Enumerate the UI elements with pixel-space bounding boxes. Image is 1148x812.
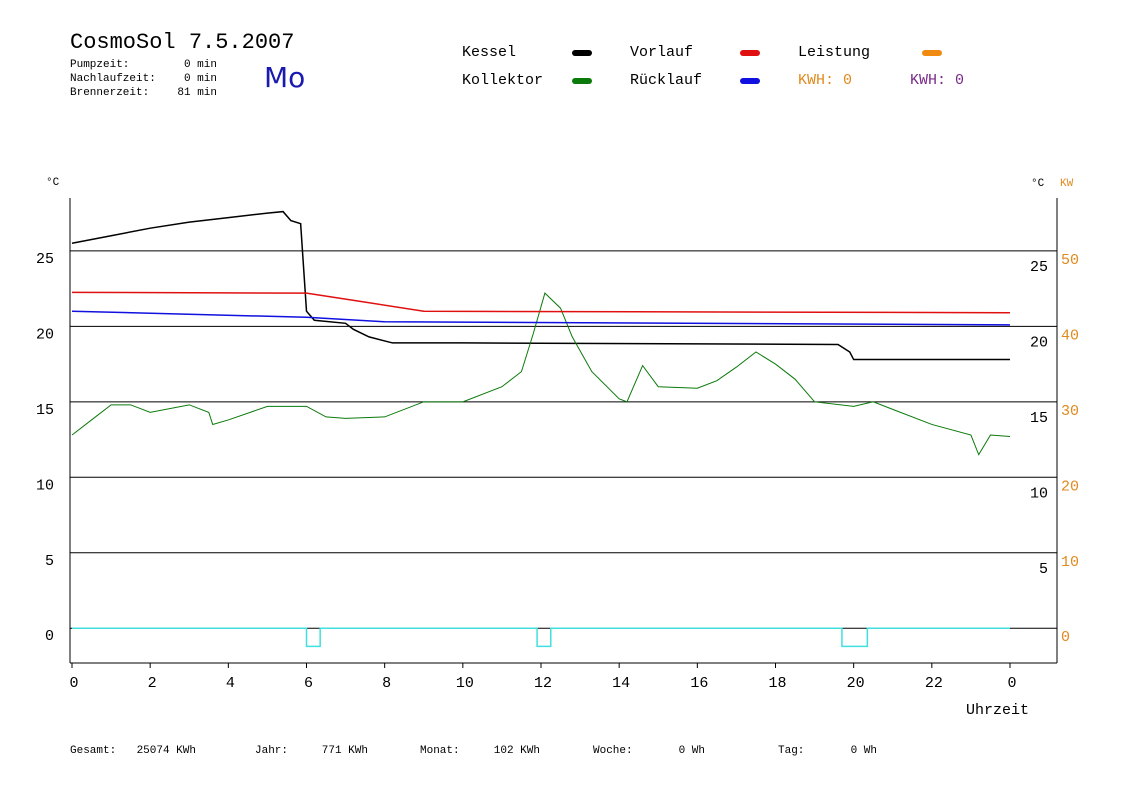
- footer-value: 25074 KWh: [137, 745, 196, 757]
- info-value: 81 min: [177, 87, 217, 99]
- series-line: [71, 292, 1011, 456]
- legend-label: Leistung: [798, 44, 870, 61]
- x-tick-label: 14: [612, 675, 630, 692]
- x-tick-label: 2: [148, 675, 157, 692]
- y-tick-label: 5: [45, 553, 54, 570]
- info-label: Pumpzeit:: [70, 59, 129, 71]
- x-tick-label: 8: [382, 675, 391, 692]
- y-right-tick-label: 15: [1030, 410, 1048, 427]
- legend-label: Kollektor: [462, 72, 543, 89]
- footer-value: 0 Wh: [851, 745, 877, 757]
- x-label: Uhrzeit: [966, 702, 1029, 719]
- y2-tick-label: 20: [1061, 478, 1079, 495]
- y2-tick-label: 50: [1061, 252, 1079, 269]
- x-tick-label: 16: [690, 675, 708, 692]
- series-line: [71, 210, 1010, 361]
- y2-label: KW: [1060, 178, 1074, 190]
- y2-tick-label: 10: [1061, 554, 1079, 571]
- info-label: Brennerzeit:: [70, 87, 149, 99]
- footer-label: Gesamt:: [70, 745, 116, 757]
- x-tick-label: 4: [226, 675, 235, 692]
- day: Mo: [264, 61, 305, 94]
- y-right-tick-label: 5: [1039, 561, 1048, 578]
- x-tick-label: 6: [304, 675, 313, 692]
- x-tick-label: 10: [456, 675, 474, 692]
- x-tick-label: 0: [1007, 675, 1016, 692]
- series-line: [72, 627, 1010, 648]
- y2-tick-label: 0: [1061, 629, 1070, 646]
- footer-label: Monat:: [420, 745, 460, 757]
- x-tick-label: 20: [847, 675, 865, 692]
- y2-label-unit: °C: [1031, 178, 1045, 190]
- title: CosmoSol 7.5.2007: [70, 30, 294, 55]
- y-tick-label: 25: [36, 251, 54, 268]
- x-tick-label: 12: [534, 675, 552, 692]
- y-right-tick-label: 20: [1030, 334, 1048, 351]
- x-tick-label: 18: [768, 675, 786, 692]
- y2-tick-label: 30: [1061, 403, 1079, 420]
- footer-label: Tag:: [778, 745, 804, 757]
- footer-label: Jahr:: [255, 745, 288, 757]
- y-right-tick-label: 10: [1030, 485, 1048, 502]
- info-label: Nachlaufzeit:: [70, 73, 156, 85]
- legend-label: Vorlauf: [630, 44, 693, 61]
- series-line: [71, 310, 1011, 326]
- y-tick-label: 20: [36, 326, 54, 343]
- y-label: °C: [46, 177, 60, 189]
- y-tick-label: 0: [45, 628, 54, 645]
- series-line: [71, 291, 1011, 314]
- info-value: 0 min: [184, 59, 217, 71]
- x-tick-label: 22: [925, 675, 943, 692]
- legend-label: Rücklauf: [630, 72, 702, 89]
- footer-value: 771 KWh: [322, 745, 368, 757]
- y-tick-label: 15: [36, 402, 54, 419]
- y-right-tick-label: 25: [1030, 259, 1048, 276]
- kwh-label: KWH: 0: [798, 72, 852, 89]
- y-tick-label: 10: [36, 477, 54, 494]
- footer-value: 0 Wh: [679, 745, 705, 757]
- x-tick-label: 0: [69, 675, 78, 692]
- footer-label: Woche:: [593, 745, 633, 757]
- info-value: 0 min: [184, 73, 217, 85]
- footer-value: 102 KWh: [494, 745, 540, 757]
- kwh-label: KWH: 0: [910, 72, 964, 89]
- legend-label: Kessel: [462, 44, 516, 61]
- y2-tick-label: 40: [1061, 327, 1079, 344]
